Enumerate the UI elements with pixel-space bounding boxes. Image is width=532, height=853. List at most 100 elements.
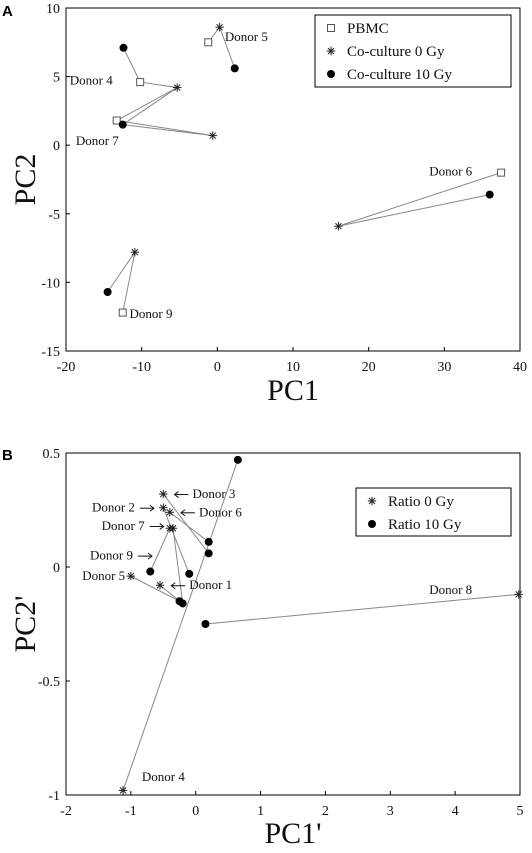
- panel-b-annotation-arrowhead: [159, 523, 165, 530]
- panel-a-data-point: [208, 131, 217, 140]
- panel-a-data-point: [119, 43, 128, 52]
- panel-a-data-point: [136, 78, 145, 87]
- panel-b-plot-frame: [65, 452, 521, 796]
- panel-a-x-tick-label: 30: [437, 360, 451, 375]
- panel-b-data-point: [178, 599, 187, 608]
- panel-a-y-tick-label: 0: [53, 139, 60, 154]
- panel-a-y-tick-label: -5: [48, 208, 60, 223]
- panel-b-annotation-arrowhead: [180, 509, 186, 517]
- panel-a-data-point: [118, 120, 127, 129]
- panel-a-donor-link-line: [107, 251, 136, 313]
- panel-a-legend-marker: [327, 70, 335, 78]
- panel-a-donor-label: Donor 4: [70, 73, 113, 88]
- panel-b-data-point: [159, 489, 168, 499]
- panel-a-legend-marker: [326, 46, 336, 56]
- panel-b-donor-link-line: [172, 528, 184, 604]
- panel-b-y-axis-label: PC2': [9, 595, 42, 652]
- panel-a-data-point: [485, 190, 494, 199]
- panel-b-x-axis-label: PC1': [264, 817, 321, 850]
- panel-a-data-point: [230, 64, 239, 73]
- panel-b-annotation-arrowhead: [170, 582, 176, 590]
- panel-b-donor-label: Donor 9: [90, 548, 133, 563]
- panel-b-donor-label: Donor 6: [199, 504, 242, 519]
- panel-b-donor-label: Donor 7: [102, 518, 145, 533]
- panel-a-data-point: [497, 168, 506, 177]
- panel-b-y-tick-label: 0: [53, 561, 60, 576]
- panel-a-donor-label: Donor 7: [76, 133, 119, 148]
- panel-b-donor-link-line: [130, 575, 180, 602]
- panel-b-legend: [355, 487, 512, 537]
- panel-b-x-tick-label: 5: [517, 804, 524, 819]
- panel-b-donor-label: Donor 3: [192, 486, 235, 501]
- panel-a-donor-label: Donor 6: [429, 163, 472, 178]
- panel-b-donor-link-line: [205, 593, 519, 625]
- panel-a-legend-label: PBMC: [347, 21, 389, 37]
- panel-b-legend-marker: [368, 520, 376, 528]
- panel-b-legend-label: Ratio 10 Gy: [388, 517, 462, 533]
- panel-b-y-tick-label: 0.5: [43, 447, 61, 462]
- panel-a-donor-label: Donor 9: [130, 306, 173, 321]
- panel-b-donor-label: Donor 2: [92, 500, 135, 515]
- panel-b-donor-label: Donor 4: [142, 769, 185, 784]
- panel-a-donor-link-line: [115, 47, 213, 137]
- panel-b-annotation-arrowhead: [173, 491, 179, 498]
- panel-a-data-point: [130, 248, 140, 257]
- panel-b-y-tick-label: -1: [48, 789, 60, 804]
- panel-b-donor-link-line: [122, 459, 239, 791]
- panel-a-legend-marker: [327, 24, 335, 32]
- panel-b-donor-link-line: [162, 493, 210, 554]
- panel-b-data-point: [146, 567, 155, 576]
- panel-b-donor-label: Donor 8: [429, 582, 472, 597]
- panel-b-label: B: [2, 447, 13, 464]
- panel-a-legend: [314, 14, 512, 88]
- panel-a-legend-label: Co-culture 0 Gy: [347, 44, 445, 60]
- panel-b-data-point: [204, 537, 213, 546]
- panel-b-data-point: [159, 503, 168, 512]
- panel-b-annotation-arrowhead: [147, 552, 153, 560]
- panel-a-y-axis-label: PC2: [9, 154, 42, 206]
- panel-a-donor-link-line: [338, 172, 502, 227]
- panel-b-donor-label: Donor 5: [82, 568, 125, 583]
- panel-a-x-tick-label: 40: [513, 360, 527, 375]
- panel-a-legend-label: Co-culture 10 Gy: [347, 67, 452, 83]
- panel-a-label: A: [2, 3, 13, 20]
- panel-b-data-point: [201, 620, 210, 628]
- panel-a-y-tick-label: -10: [41, 276, 60, 291]
- panel-a-x-tick-label: 20: [362, 360, 376, 375]
- panel-a-data-point: [204, 38, 213, 47]
- panel-a-x-tick-label: 10: [286, 360, 300, 375]
- panel-a-x-tick-label: -20: [57, 360, 76, 375]
- panel-a-y-tick-label: 5: [53, 71, 60, 86]
- panel-b-data-point: [185, 569, 194, 578]
- panel-b-donor-label: Donor 1: [189, 577, 232, 592]
- panel-b-x-tick-label: 1: [257, 804, 264, 819]
- panel-b-x-tick-label: -1: [125, 804, 137, 819]
- panel-b-annotation-arrowhead: [149, 504, 155, 512]
- panel-b-data-point: [514, 590, 523, 599]
- panel-b-donor-link-line: [149, 528, 171, 572]
- panel-a-x-tick-label: -10: [132, 360, 151, 375]
- panel-b-x-tick-label: 2: [322, 804, 329, 819]
- panel-b-data-point: [233, 455, 242, 464]
- panel-b-legend-label: Ratio 0 Gy: [388, 494, 454, 510]
- panel-b-x-tick-label: -2: [60, 804, 72, 819]
- panel-a-data-point: [118, 308, 127, 317]
- panel-a-y-tick-label: 10: [46, 2, 60, 17]
- panel-b-x-tick-label: 0: [192, 804, 199, 819]
- panel-a-data-point: [112, 116, 121, 125]
- panel-a-x-axis-label: PC1: [267, 374, 319, 407]
- panel-b-x-tick-label: 4: [452, 804, 459, 819]
- panel-b-donor-link-line: [169, 511, 209, 543]
- panel-b-data-point: [126, 571, 136, 581]
- panel-b-data-point: [204, 549, 213, 558]
- panel-b-y-tick-label: -0.5: [38, 675, 60, 690]
- panel-b-data-point: [165, 508, 174, 517]
- panel-a-x-tick-label: 0: [214, 360, 221, 375]
- panel-b-data-point: [168, 524, 178, 533]
- panel-a-data-point: [215, 23, 224, 32]
- panel-a-y-tick-label: -15: [41, 345, 60, 360]
- panel-a-data-point: [173, 83, 182, 92]
- panel-b-donor-link-line: [162, 507, 190, 575]
- panel-a-data-point: [334, 221, 343, 231]
